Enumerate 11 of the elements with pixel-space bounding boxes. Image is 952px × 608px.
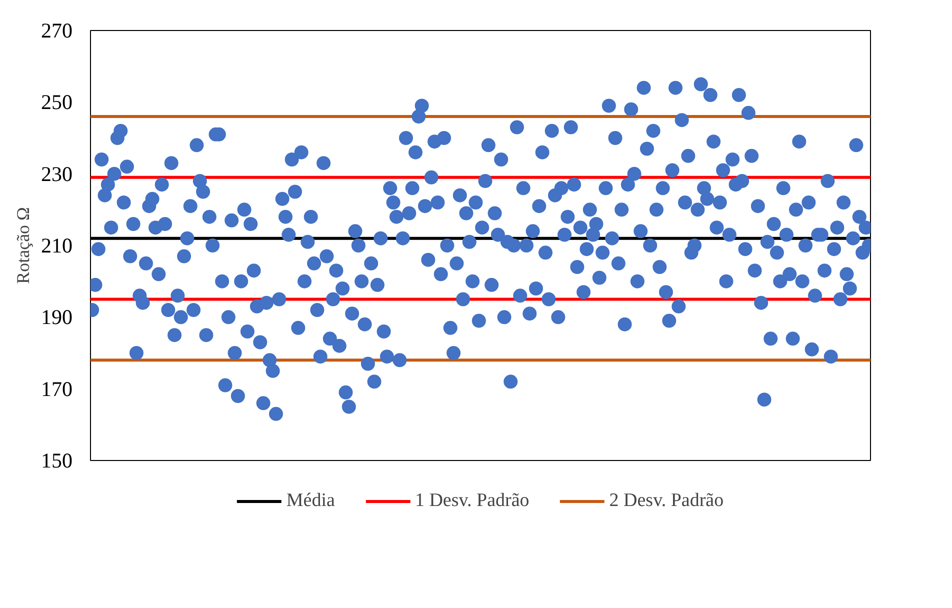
y-tick-label: 190 bbox=[41, 305, 72, 330]
y-tick-label: 270 bbox=[41, 18, 72, 42]
legend-label: 1 Desv. Padrão bbox=[414, 490, 530, 512]
y-tick-label: 210 bbox=[41, 234, 72, 258]
legend-label: Média bbox=[286, 490, 335, 512]
y-tick-label: 170 bbox=[41, 376, 72, 401]
legend-label: 2 Desv. Padrão bbox=[609, 490, 724, 512]
y-tick-label: 230 bbox=[41, 162, 72, 186]
y-axis-title: Rotação Ω bbox=[13, 207, 33, 284]
y-tick-label: 150 bbox=[41, 448, 72, 472]
y-tick-label: 250 bbox=[41, 90, 72, 114]
